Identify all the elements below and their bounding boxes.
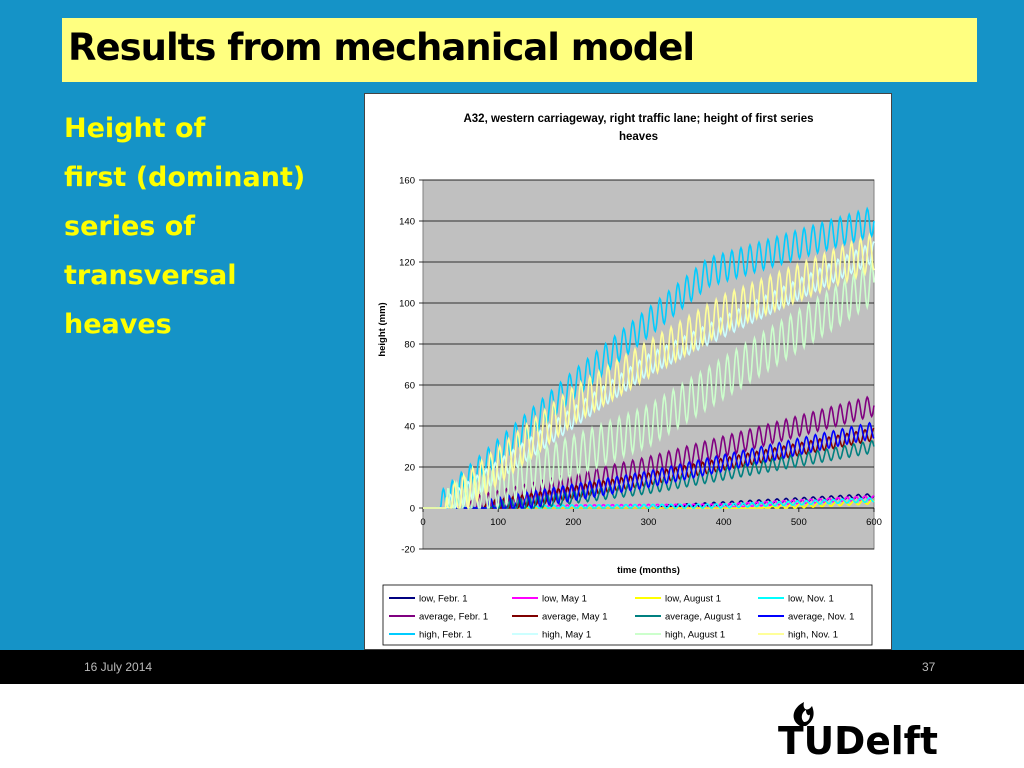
series-line bbox=[423, 241, 875, 509]
series-line bbox=[423, 260, 875, 511]
y-tick-label: 0 bbox=[410, 504, 415, 515]
y-tick-label: 100 bbox=[399, 299, 415, 310]
y-tick-label: 40 bbox=[404, 422, 415, 433]
slide-title: Results from mechanical model bbox=[68, 26, 695, 69]
y-tick-label: 80 bbox=[404, 340, 415, 351]
legend-label: average, Febr. 1 bbox=[419, 612, 488, 623]
footer-bar bbox=[0, 650, 1024, 684]
y-tick-label: 160 bbox=[399, 176, 415, 187]
legend-label: average, Nov. 1 bbox=[788, 612, 854, 623]
legend-label: low, Nov. 1 bbox=[788, 594, 834, 605]
body-text-line: series of bbox=[64, 211, 196, 242]
y-tick-label: 60 bbox=[404, 381, 415, 392]
footer-date: 16 July 2014 bbox=[84, 660, 153, 674]
legend-label: low, Febr. 1 bbox=[419, 594, 468, 605]
x-tick-label: 0 bbox=[420, 517, 425, 528]
series-line bbox=[423, 206, 875, 509]
x-tick-label: 100 bbox=[490, 517, 506, 528]
body-text-line: transversal bbox=[64, 260, 237, 291]
y-tick-label: 120 bbox=[399, 258, 415, 269]
chart-title: heaves bbox=[619, 131, 658, 143]
y-tick-label: 20 bbox=[404, 463, 415, 474]
legend-label: high, Nov. 1 bbox=[788, 630, 838, 641]
x-tick-label: 400 bbox=[716, 517, 732, 528]
logo-text: TUDelft bbox=[778, 719, 938, 763]
title-box bbox=[62, 18, 977, 82]
body-text-line: Height of bbox=[64, 113, 206, 144]
chart-title: A32, western carriageway, right traffic … bbox=[463, 113, 813, 125]
legend-label: high, August 1 bbox=[665, 630, 725, 641]
tu-delft-logo: TUDelft bbox=[778, 702, 938, 763]
legend-label: average, August 1 bbox=[665, 612, 742, 623]
legend bbox=[382, 584, 873, 646]
x-tick-label: 300 bbox=[641, 517, 657, 528]
chart-container: A32, western carriageway, right traffic … bbox=[364, 93, 892, 650]
y-tick-label: -20 bbox=[401, 545, 415, 556]
legend-label: high, May 1 bbox=[542, 630, 591, 641]
x-axis-label: time (months) bbox=[617, 565, 680, 576]
chart: A32, western carriageway, right traffic … bbox=[377, 113, 882, 646]
x-tick-label: 600 bbox=[866, 517, 882, 528]
x-tick-label: 200 bbox=[565, 517, 581, 528]
x-tick-label: 500 bbox=[791, 517, 807, 528]
body-text-line: first (dominant) bbox=[64, 162, 306, 193]
body-text-line: heaves bbox=[64, 309, 172, 340]
y-tick-label: 140 bbox=[399, 217, 415, 228]
page-number: 37 bbox=[922, 660, 936, 674]
flame-icon bbox=[793, 702, 814, 726]
y-axis-label: height (mm) bbox=[377, 302, 388, 356]
legend-label: low, August 1 bbox=[665, 594, 721, 605]
series-line bbox=[423, 232, 875, 511]
legend-label: average, May 1 bbox=[542, 612, 607, 623]
legend-label: high, Febr. 1 bbox=[419, 630, 472, 641]
series-line bbox=[423, 395, 875, 510]
legend-label: low, May 1 bbox=[542, 594, 587, 605]
